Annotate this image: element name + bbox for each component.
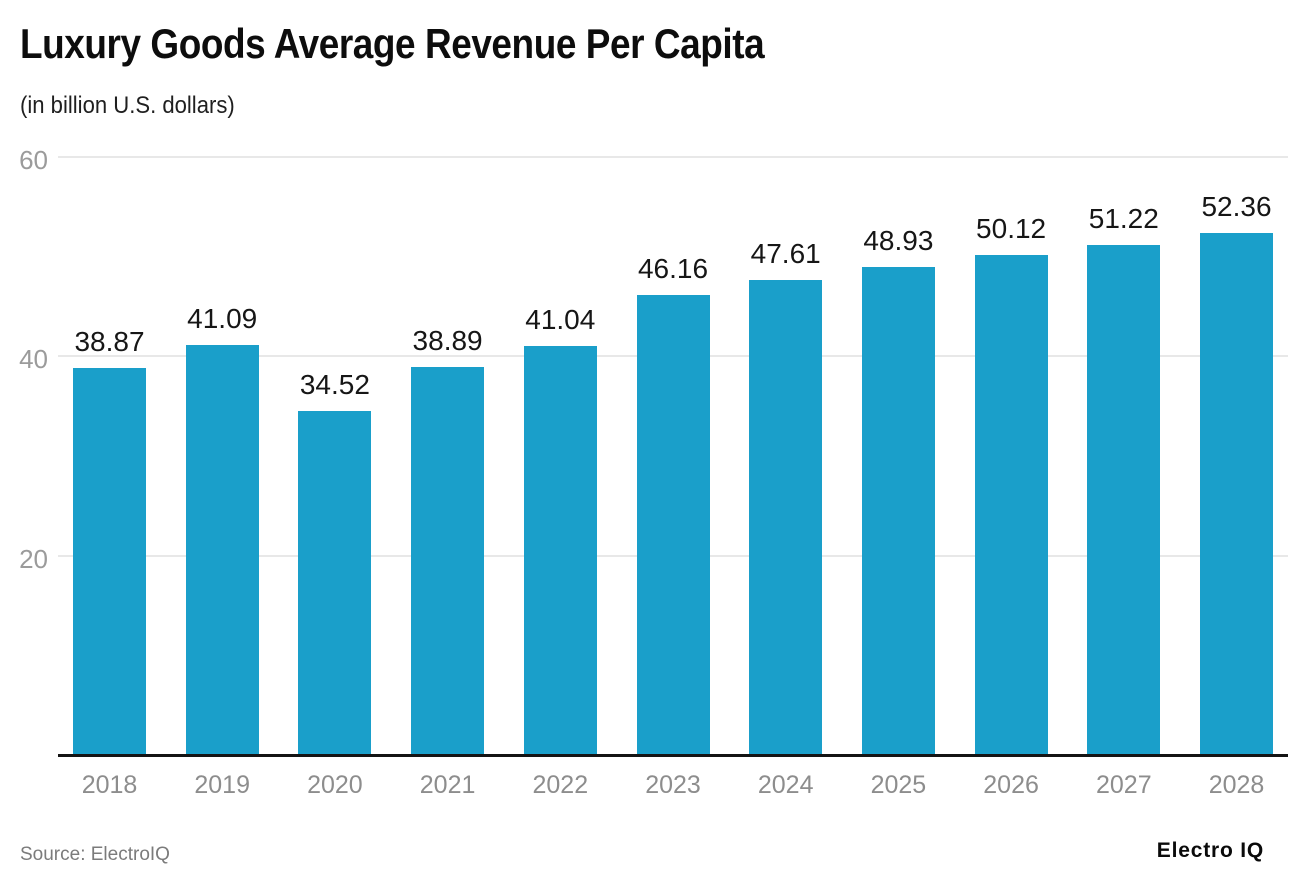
gridline [58,156,1288,158]
x-axis-label: 2027 [1095,771,1152,799]
bar-2022 [523,345,597,755]
x-axis-label: 2028 [1208,771,1265,799]
x-axis-label: 2024 [757,771,814,799]
bar-value-label: 34.52 [299,368,370,400]
x-axis-label: 2023 [645,771,701,799]
source-text: Source: ElectroIQ [20,844,170,865]
x-axis-label: 2026 [983,771,1039,799]
x-axis-label: 2019 [194,771,250,799]
bar-2026 [974,255,1048,755]
x-axis-line [58,754,1288,757]
chart-title: Luxury Goods Average Revenue Per Capita [20,20,765,67]
x-axis-label: 2022 [532,771,589,799]
brand-logo: Electro IQ [1156,839,1264,862]
bar-value-label: 50.12 [976,213,1047,245]
bar-value-label: 38.89 [412,325,483,357]
bar-2025 [861,267,935,755]
bar-2027 [1087,244,1161,755]
chart-subtitle: (in billion U.S. dollars) [20,92,235,119]
bar-value-label: 48.93 [863,225,934,257]
bar-value-label: 41.04 [525,303,596,335]
x-axis-label: 2025 [870,771,927,799]
y-axis-tick-label: 20 [19,543,48,574]
bar-value-label: 46.16 [637,252,709,284]
y-axis-tick-label: 40 [19,344,48,375]
bar-value-label: 47.61 [750,238,821,270]
plot-area: 20 40 60 38.87 41.09 34.52 38.89 41.04 46.16 47.… [19,147,1288,799]
bar-value-label: 38.87 [74,325,145,357]
bar-value-label: 41.09 [187,303,258,335]
x-axis-label: 2018 [81,771,138,799]
bar-2028 [1200,233,1273,755]
bar-value-label: 51.22 [1088,202,1159,234]
bar-2024 [749,280,823,755]
x-axis-label: 2020 [307,771,363,799]
x-axis-label: 2021 [419,771,476,799]
bar-2018 [73,367,146,755]
bar-2023 [636,294,710,755]
bar-2021 [411,367,485,755]
bar-2020 [298,410,372,755]
y-axis-tick-label: 60 [19,145,48,175]
bar-value-label: 52.36 [1201,191,1272,223]
bar-2019 [185,345,259,755]
